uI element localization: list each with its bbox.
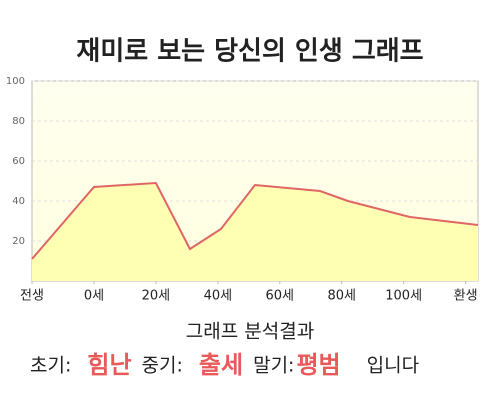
chart-title: 재미로 보는 당신의 인생 그래프 bbox=[76, 37, 423, 67]
y-tick-label: 40 bbox=[12, 196, 25, 207]
x-tick-label: 100세 bbox=[385, 289, 422, 304]
analysis-value: 출세 bbox=[199, 351, 243, 379]
x-tick-label: 0세 bbox=[84, 289, 104, 304]
x-tick-label: 40세 bbox=[204, 289, 233, 304]
analysis-title: 그래프 분석결과 bbox=[186, 321, 314, 343]
analysis-suffix: 입니다 bbox=[367, 355, 419, 377]
x-tick-label: 60세 bbox=[266, 289, 295, 304]
analysis-value: 힘난 bbox=[87, 351, 131, 379]
x-tick-label: 환생 bbox=[454, 289, 478, 304]
x-tick-label: 80세 bbox=[327, 289, 356, 304]
y-tick-label: 100 bbox=[6, 76, 25, 87]
analysis-label: 초기: bbox=[30, 355, 71, 377]
analysis-value: 평범 bbox=[296, 351, 340, 379]
x-tick-label: 전생 bbox=[20, 289, 44, 304]
x-tick-label: 20세 bbox=[142, 289, 171, 304]
analysis-label: 중기: bbox=[142, 355, 183, 377]
y-tick-label: 20 bbox=[12, 236, 25, 247]
analysis-label: 말기: bbox=[253, 355, 294, 377]
area bbox=[32, 183, 478, 281]
y-tick-label: 80 bbox=[12, 116, 25, 127]
line bbox=[31, 181, 479, 260]
y-tick-label: 60 bbox=[12, 156, 25, 167]
